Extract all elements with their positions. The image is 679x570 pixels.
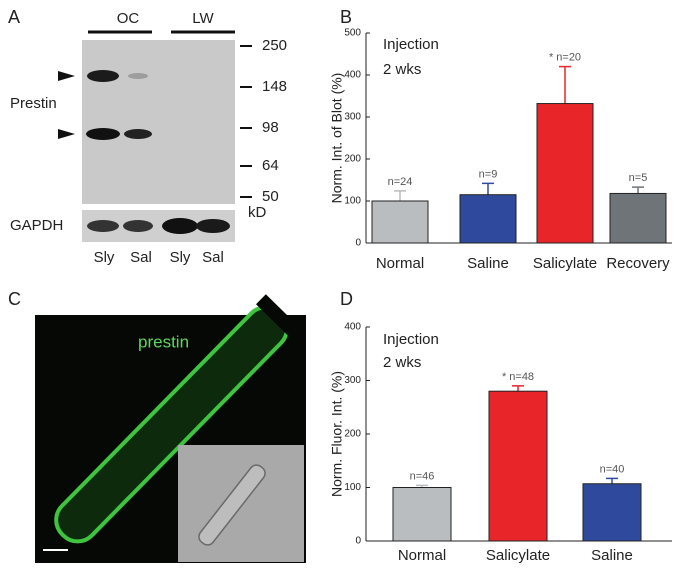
y-tick-label: 300 — [344, 375, 361, 386]
x-tick-label: Saline — [467, 255, 509, 272]
bar-label: n=46 — [410, 470, 435, 482]
x-tick-label: Saline — [591, 547, 633, 564]
band — [196, 219, 230, 233]
bar — [488, 390, 548, 542]
annotation: Injection — [383, 331, 439, 348]
marker-unit: kD — [248, 204, 267, 221]
arrowhead — [58, 71, 75, 81]
annotation: 2 wks — [383, 61, 421, 78]
panel-label: A — [8, 7, 20, 27]
marker-label: 148 — [262, 78, 287, 95]
group-label: LW — [192, 10, 214, 27]
lane-label: Sly — [170, 249, 191, 266]
y-tick-label: 0 — [355, 536, 361, 547]
bar-label: n=9 — [479, 168, 498, 180]
marker-label: 64 — [262, 157, 279, 174]
lane-label: Sal — [130, 249, 152, 266]
bar — [582, 483, 642, 542]
panel-label: B — [340, 7, 352, 27]
y-axis-label: Norm. Int. of Blot (%) — [329, 73, 345, 204]
bar — [459, 194, 517, 244]
annotation: 2 wks — [383, 354, 421, 371]
lane-label: Sly — [94, 249, 115, 266]
bar-label: * n=20 — [549, 52, 581, 64]
x-tick-label: Salicylate — [486, 547, 550, 564]
y-tick-label: 500 — [344, 28, 361, 39]
x-tick-label: Normal — [398, 547, 446, 564]
bar — [609, 192, 667, 244]
bar-label: n=40 — [600, 463, 625, 475]
bar — [392, 487, 452, 542]
group-label: OC — [117, 10, 140, 27]
arrowhead — [58, 129, 75, 139]
band — [123, 220, 153, 232]
marker-label: 250 — [262, 37, 287, 54]
y-tick-label: 100 — [344, 196, 361, 207]
band — [124, 129, 152, 139]
bar — [371, 200, 429, 244]
band — [162, 218, 198, 234]
marker-label: 98 — [262, 119, 279, 136]
band — [87, 220, 119, 232]
x-tick-label: Salicylate — [533, 255, 597, 272]
y-axis-label: Norm. Fluor. Int. (%) — [329, 371, 345, 497]
y-tick-label: 0 — [355, 238, 361, 249]
y-tick-label: 300 — [344, 112, 361, 123]
blot — [82, 40, 235, 204]
band — [87, 70, 119, 82]
x-tick-label: Recovery — [606, 255, 670, 272]
y-tick-label: 200 — [344, 154, 361, 165]
stain-label: prestin — [138, 332, 189, 351]
marker-label: 50 — [262, 188, 279, 205]
x-tick-label: Normal — [376, 255, 424, 272]
bar — [536, 103, 594, 244]
y-tick-label: 100 — [344, 482, 361, 493]
annotation: Injection — [383, 36, 439, 53]
y-tick-label: 200 — [344, 429, 361, 440]
panel-label: C — [8, 289, 21, 309]
bar-label: n=24 — [388, 176, 413, 188]
cell — [54, 294, 301, 544]
bar-label: n=5 — [629, 172, 648, 184]
lane-label: Sal — [202, 249, 224, 266]
inset-cell — [198, 464, 266, 546]
protein-label: Prestin — [10, 95, 57, 112]
y-tick-label: 400 — [344, 70, 361, 81]
panel-label: D — [340, 289, 353, 309]
band — [86, 128, 120, 140]
bar-label: * n=48 — [502, 371, 534, 383]
band — [128, 73, 148, 79]
y-tick-label: 400 — [344, 322, 361, 333]
control-label: GAPDH — [10, 217, 63, 234]
